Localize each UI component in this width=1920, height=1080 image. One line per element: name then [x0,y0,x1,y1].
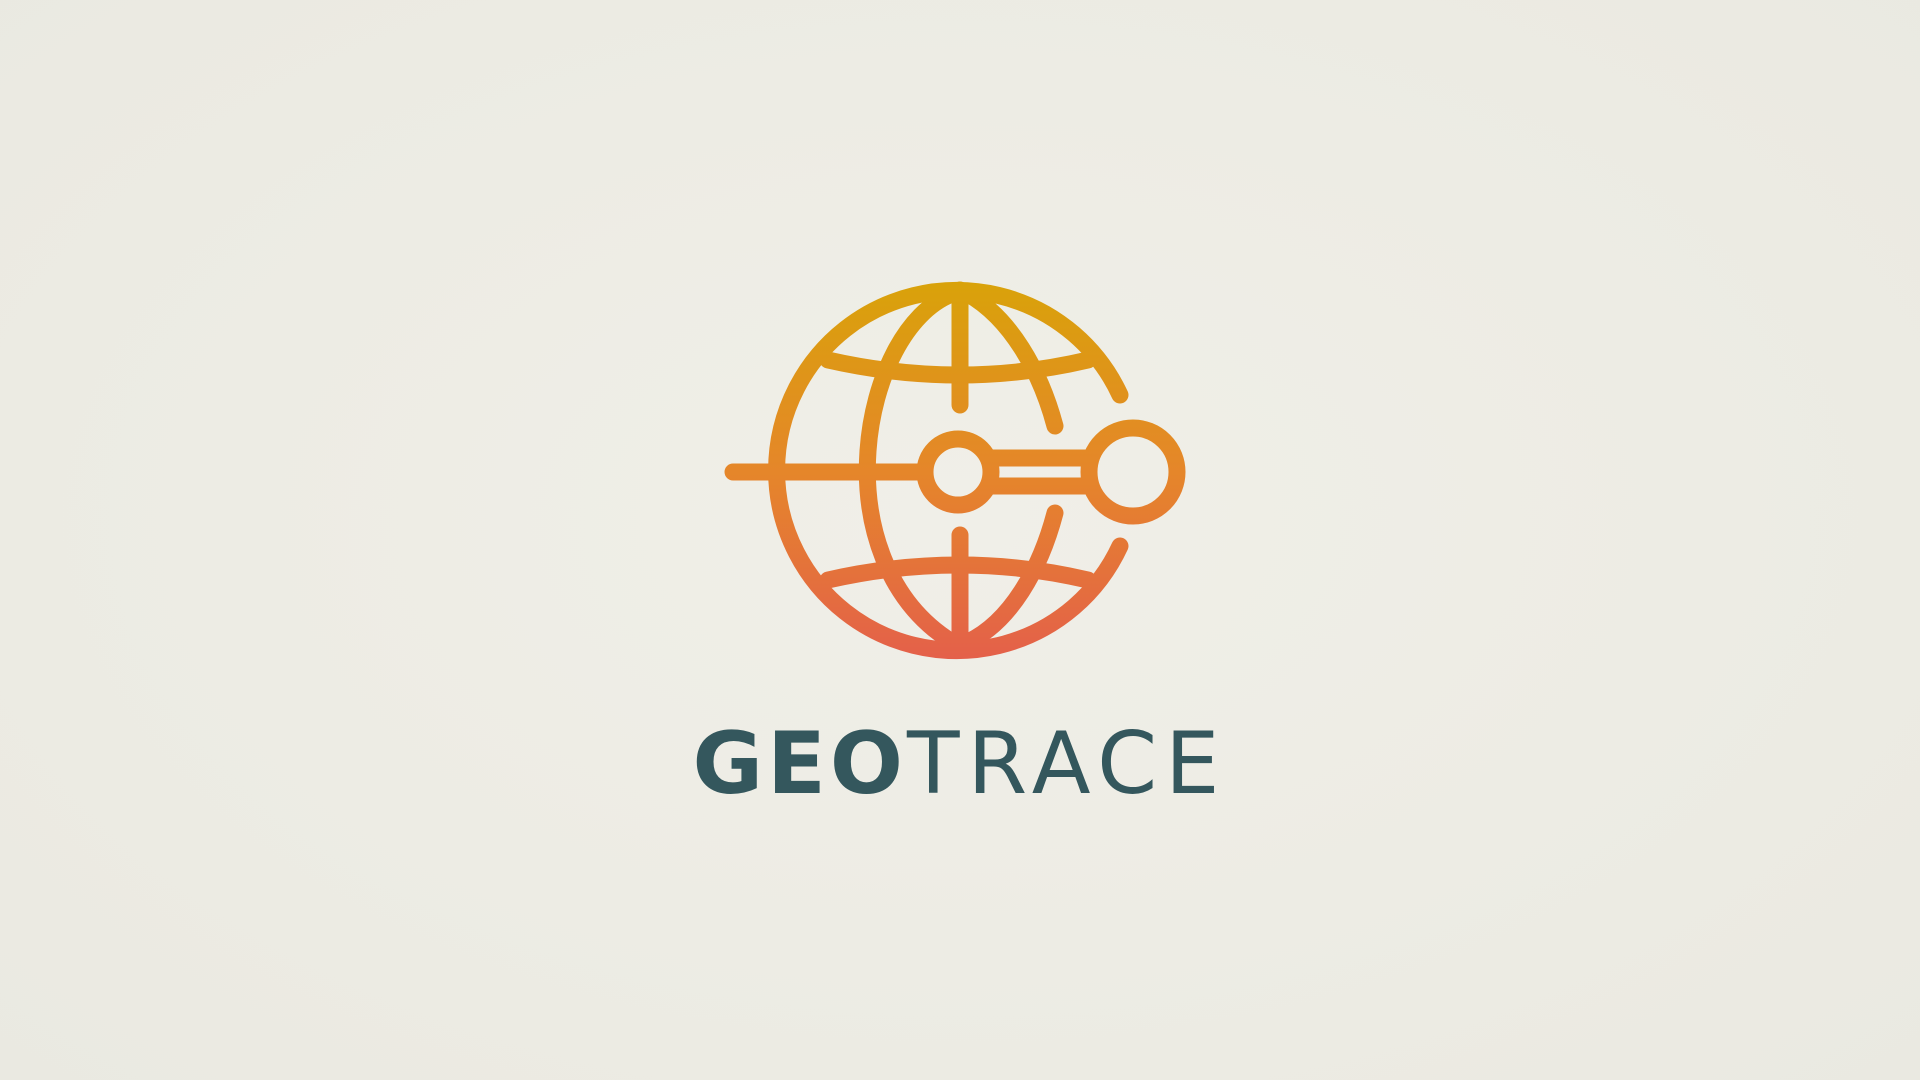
globe-meridian-left [859,285,961,651]
brand-name-bold: GEO [692,714,907,814]
globe-meridian-right-top [959,285,1064,435]
trace-node-inner [916,430,1000,514]
globe-with-trace-route-icon [724,281,1186,659]
brand-name-light: TRACE [906,714,1228,814]
trace-connector [982,449,1099,495]
trace-node-outer [1080,419,1186,525]
globe-meridian-right-bottom [959,504,1064,651]
brand-wordmark: GEOTRACE [0,716,1920,812]
